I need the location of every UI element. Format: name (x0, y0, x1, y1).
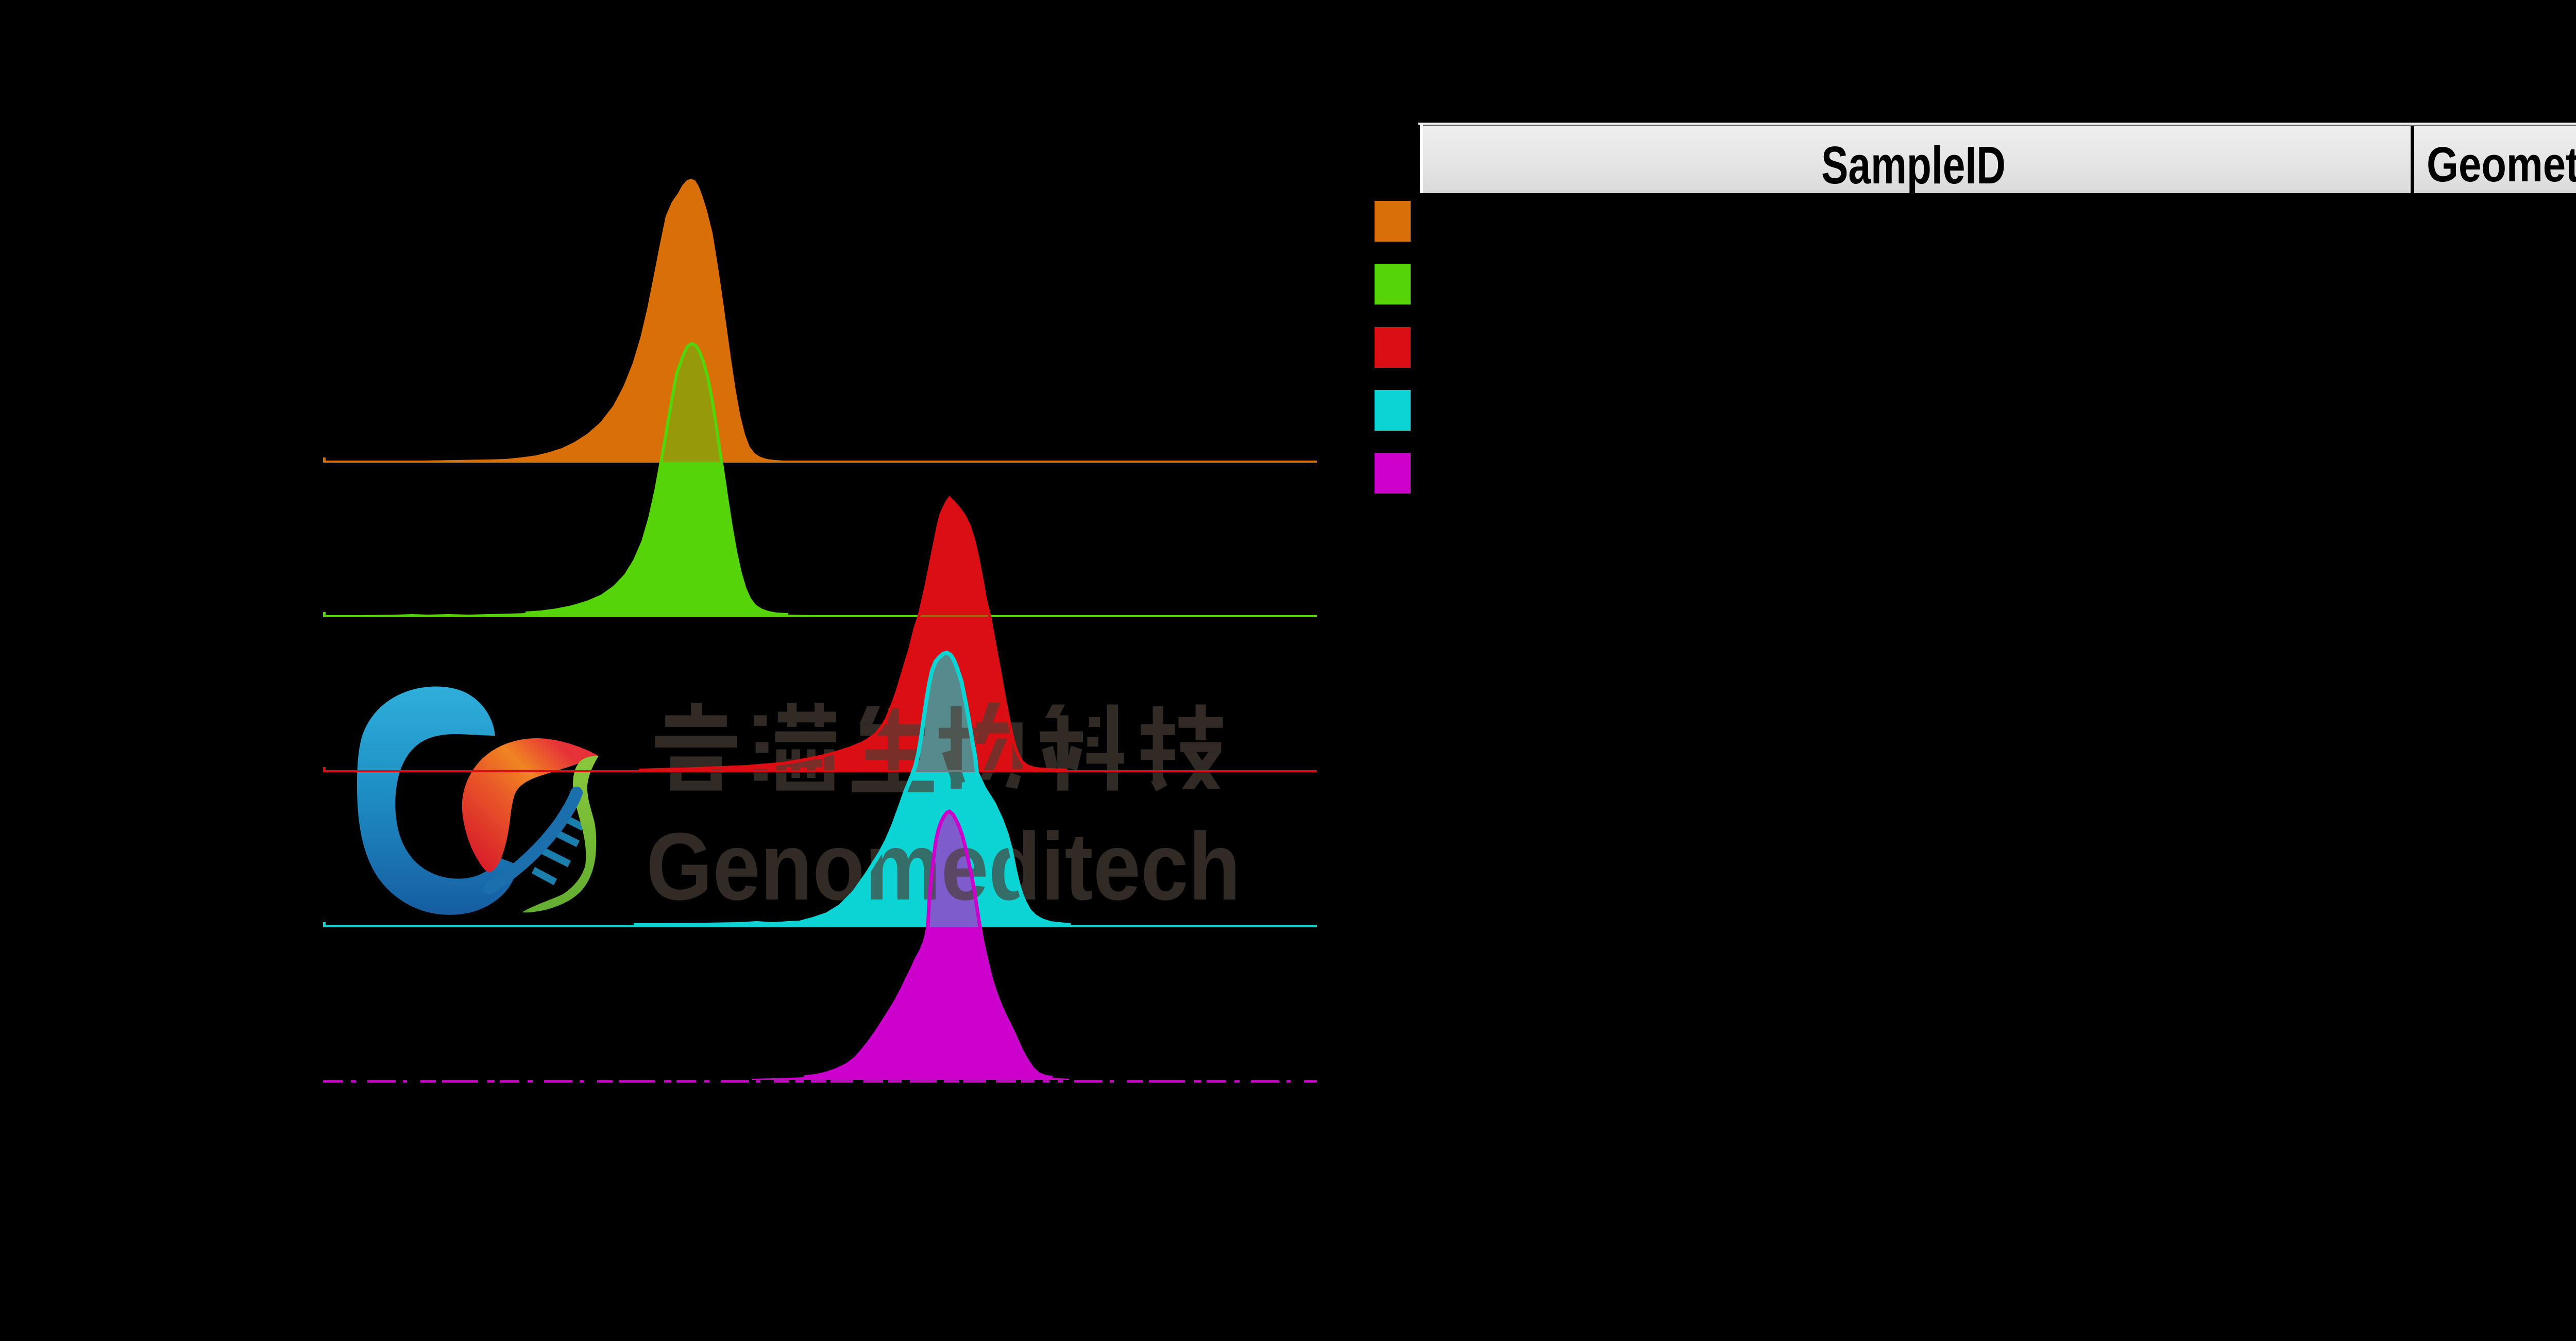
svg-text:Genomeditech: Genomeditech (646, 813, 1241, 920)
svg-text:Geometric Mean : FL11-H: Geometric Mean : FL11-H (2427, 137, 2576, 192)
svg-text:SampleID: SampleID (1821, 135, 2006, 195)
